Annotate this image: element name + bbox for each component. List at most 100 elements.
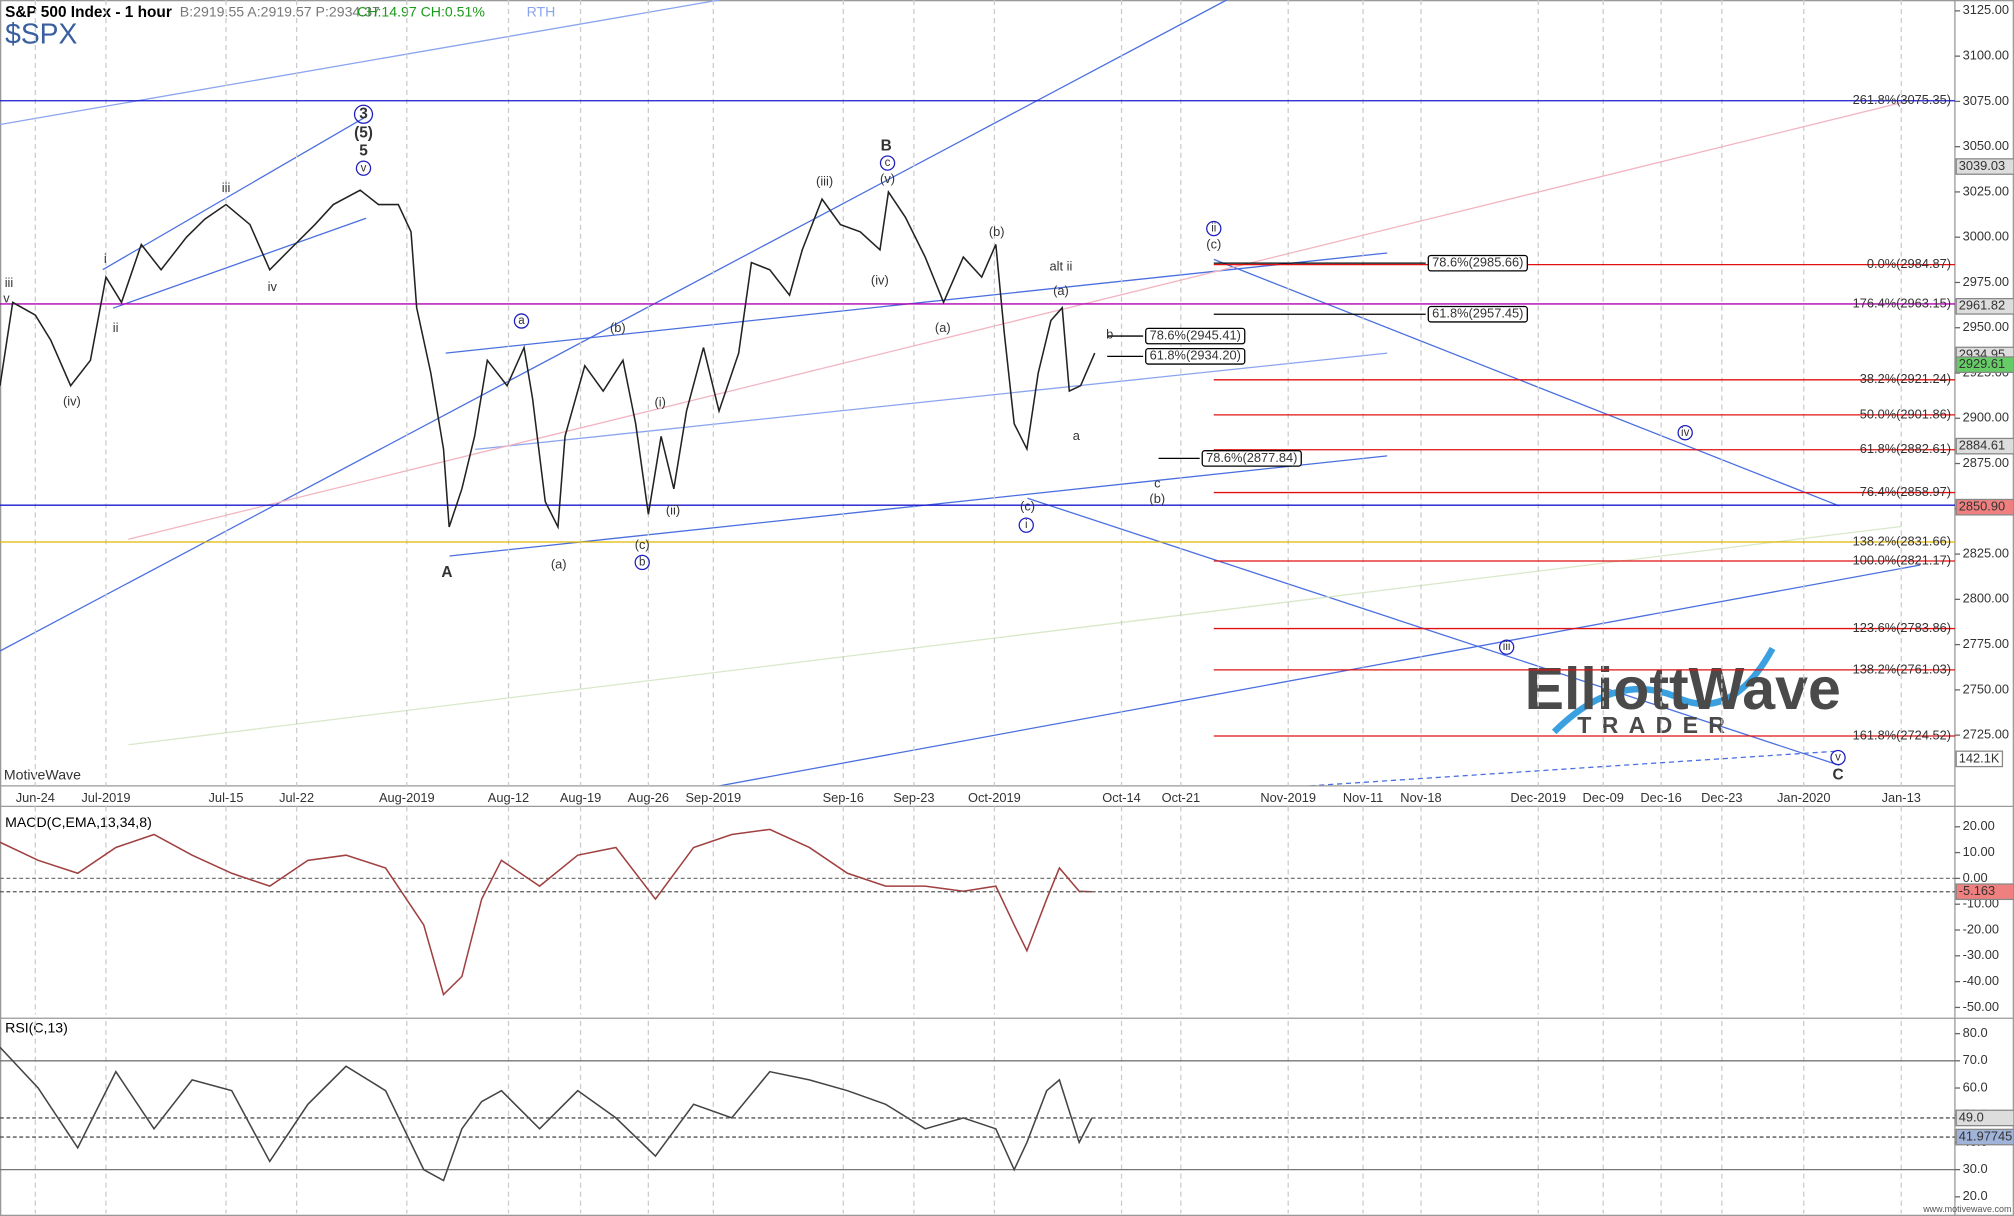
level-label: 261.8%(3075.35)	[1853, 92, 1951, 107]
y-tick-label: 3050.00	[1963, 138, 2009, 153]
wave-label: (5)	[354, 125, 373, 142]
chart-title: S&P 500 Index - 1 hour	[5, 4, 172, 21]
price-marker-label: 2929.61	[1959, 356, 2005, 371]
wave-label: 5	[359, 143, 368, 160]
x-tick-label: Aug-12	[488, 790, 529, 805]
fib-box-label: 78.6%(2877.84)	[1206, 450, 1297, 465]
fib-box-label: 78.6%(2985.66)	[1432, 255, 1523, 270]
wave-label: b	[639, 556, 645, 568]
volume-label: 142.1K	[1959, 750, 2000, 765]
y-tick-label: 2825.00	[1963, 545, 2009, 560]
volume-marker	[1955, 750, 2004, 768]
wave-label: (a)	[1053, 283, 1069, 298]
x-tick-label: Aug-26	[628, 790, 669, 805]
price-marker-label: 2961.82	[1959, 298, 2005, 313]
trend-line	[112, 217, 367, 309]
y-tick-label: -50.00	[1963, 999, 1999, 1014]
y-tick-label: 2875.00	[1963, 455, 2009, 470]
wave-label: A	[441, 564, 452, 581]
fib-box	[1201, 450, 1302, 467]
fib-label: 0.0%(2984.87)	[1867, 256, 1951, 271]
wave-label: (a)	[551, 556, 567, 571]
wave-label: v	[361, 162, 367, 174]
price-line	[0, 828, 1092, 996]
y-tick-label: 30.0	[1963, 1161, 1988, 1176]
wave-label: (c)	[1206, 237, 1221, 252]
wave-label: (b)	[1149, 491, 1165, 506]
fib-label: 61.8%(2882.61)	[1860, 441, 1951, 456]
x-tick-label: Jun-24	[16, 790, 55, 805]
trend-line	[1310, 750, 1837, 787]
x-tick-label: Jan-13	[1882, 790, 1921, 805]
y-tick-label: 3000.00	[1963, 229, 2009, 244]
wave-label: alt ii	[1050, 258, 1073, 273]
fib-label: 100.0%(2821.17)	[1853, 552, 1951, 567]
fib-label: 138.2%(2761.03)	[1853, 661, 1951, 676]
trend-line	[475, 352, 1388, 451]
y-tick-label: 20.0	[1963, 1188, 1988, 1203]
trend-line	[128, 102, 1902, 540]
wave-label: (iii)	[816, 174, 833, 189]
wave-label: (iv)	[871, 273, 889, 288]
wave-label: c	[1154, 475, 1161, 490]
x-tick-label: Jul-2019	[81, 790, 130, 805]
wave-label: i	[1025, 519, 1028, 531]
fib-label: 161.8%(2724.52)	[1853, 727, 1951, 742]
symbol: $SPX	[5, 17, 77, 49]
y-tick-label: 10.00	[1963, 844, 1995, 859]
x-tick-label: Oct-14	[1102, 790, 1141, 805]
price-marker	[1955, 356, 2014, 374]
wave-label: iii	[5, 275, 14, 290]
x-tick-label: Jul-15	[209, 790, 244, 805]
price-line	[0, 1046, 1093, 1182]
trend-line	[1027, 497, 1840, 766]
trend-line	[1213, 258, 1840, 507]
x-tick-label: Dec-2019	[1510, 790, 1566, 805]
wave-label: (b)	[610, 320, 626, 335]
trend-line	[445, 252, 1388, 354]
wave-label: b	[1106, 327, 1113, 342]
wave-label: (a)	[935, 320, 951, 335]
y-tick-label: 2775.00	[1963, 636, 2009, 651]
wave-label: c	[885, 157, 891, 169]
fib-label: 50.0%(2901.86)	[1860, 406, 1951, 421]
logo-text: ElliottWave	[1525, 656, 1841, 722]
wave-label: iv	[268, 279, 278, 294]
price-marker	[1955, 437, 2014, 455]
price-marker-label: 49.0	[1959, 1109, 1984, 1124]
change: CH:14.97 CH:0.51%	[357, 4, 485, 20]
wave-label: (b)	[989, 224, 1005, 239]
y-tick-label: 2800.00	[1963, 591, 2009, 606]
y-tick-label: 2725.00	[1963, 727, 2009, 742]
wave-label: (iv)	[63, 393, 81, 408]
y-tick-label: 2750.00	[1963, 681, 2009, 696]
x-tick-label: Nov-11	[1343, 790, 1383, 805]
y-tick-label: 3075.00	[1963, 93, 2009, 108]
y-tick-label: 80.0	[1963, 1025, 1988, 1040]
wave-label: a	[518, 315, 525, 327]
wave-circle	[1018, 517, 1034, 533]
trend-line	[449, 455, 1388, 557]
x-tick-label: Nov-18	[1400, 790, 1441, 805]
wave-circle	[1830, 749, 1846, 766]
logo-swoosh	[1551, 646, 1776, 735]
trend-line	[128, 525, 1902, 746]
x-tick-label: Sep-2019	[685, 790, 741, 805]
y-tick-label: 2975.00	[1963, 274, 2009, 289]
x-tick-label: Jul-22	[279, 790, 314, 805]
wave-circle	[1498, 639, 1515, 655]
y-tick-label: 20.00	[1963, 818, 1995, 833]
wave-label: iv	[1681, 427, 1690, 439]
logo-subtext: TRADER	[1577, 712, 1735, 738]
fib-label: 123.6%(2783.86)	[1853, 620, 1951, 635]
wave-label: (ii)	[666, 502, 680, 517]
x-tick-label: Sep-16	[823, 790, 864, 805]
wave-label: C	[1832, 767, 1843, 784]
price-marker	[1955, 297, 2014, 315]
price-marker-label: 2884.61	[1959, 438, 2005, 453]
fib-label: 38.2%(2921.24)	[1860, 371, 1951, 386]
y-tick-label: -40.00	[1963, 973, 1999, 988]
trend-line	[0, 0, 720, 126]
fib-box	[1427, 305, 1528, 323]
